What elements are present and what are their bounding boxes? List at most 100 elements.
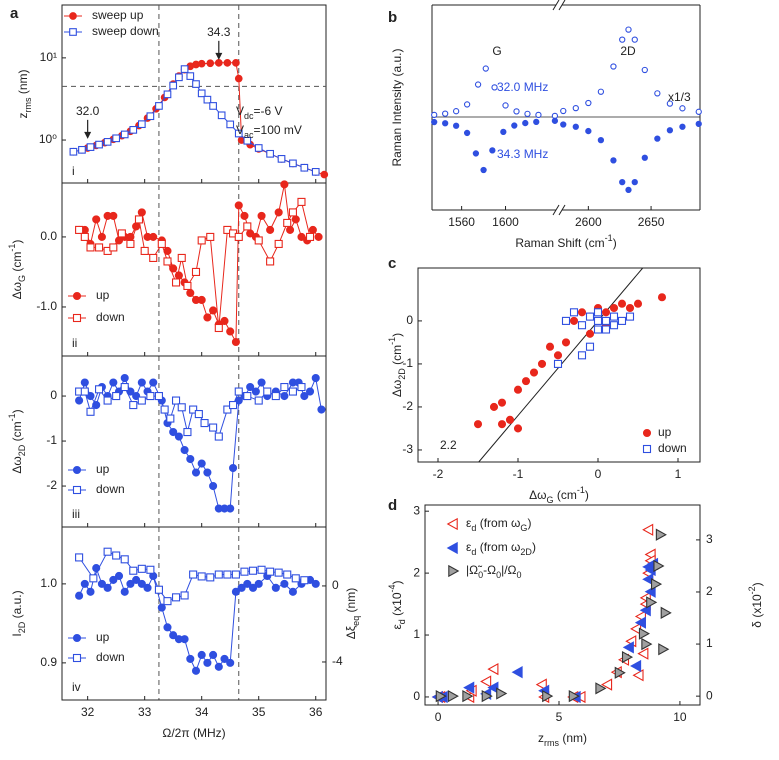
text-part: rms [23,97,33,112]
marker [561,338,571,347]
marker [311,168,320,176]
y2-tick-label: -4 [332,654,343,668]
marker [226,504,235,513]
marker [157,603,166,612]
marker [266,257,275,266]
marker [431,118,438,126]
legend-marker [72,291,82,301]
marker [146,112,155,121]
panel-label: a [10,5,19,22]
x-tick-label: 36 [309,705,323,719]
marker [274,568,283,577]
marker [497,420,507,429]
legend-label: |Ω̃0-Ω0|/Ω0 [466,563,522,580]
text-part: V [236,104,244,118]
y-tick-label: 10⁰ [39,132,57,146]
marker [487,681,499,694]
arrow-head [84,131,92,139]
marker [223,58,232,67]
marker [234,74,243,83]
marker [231,570,240,579]
arrow-label: 32.0 [76,104,100,118]
marker [160,405,169,414]
subpanel-label: ii [72,336,77,350]
marker [234,232,243,241]
marker [103,396,112,405]
marker [521,377,531,386]
legend-label: sweep down [92,24,159,38]
legend-marker [446,517,458,531]
text-part: |/Ω [501,563,516,577]
text-part: ) [532,540,536,554]
marker [154,585,163,594]
marker [191,468,201,477]
text-part: (nm) [559,731,587,745]
marker [146,391,155,401]
panel-label: d [388,497,397,514]
marker [80,378,89,387]
marker [487,662,499,676]
marker [75,225,84,234]
marker [609,303,619,313]
marker [234,129,243,138]
marker [223,405,232,414]
marker [137,579,146,588]
subpanel-label: i [72,164,75,178]
marker [109,575,118,584]
marker [595,682,607,695]
marker [277,155,286,163]
marker [511,122,518,129]
marker [266,149,274,158]
marker [481,690,493,703]
marker [191,666,201,675]
marker [283,570,292,579]
marker [472,150,480,157]
legend-label: down [96,482,125,496]
marker [650,578,663,591]
marker [197,236,206,245]
marker [112,551,121,560]
text-part: ) [390,333,404,337]
marker [639,604,651,617]
marker [109,211,118,220]
text-part: -1 [7,413,17,421]
marker [314,232,323,241]
text-part: -1 [605,233,613,243]
text-part: δ (x10 [750,594,764,628]
x-tick-label: 0 [595,467,602,481]
marker [637,647,649,660]
marker [109,378,118,387]
x-tick-label: -2 [433,467,444,481]
marker [171,593,181,602]
marker [220,654,229,663]
marker [197,459,206,468]
y-tick-label: -2 [402,399,413,413]
marker [609,312,619,321]
text-part: 0 [496,570,501,580]
marker [288,387,297,396]
marker [220,316,229,326]
marker [311,373,320,383]
marker [537,359,547,368]
y-tick-label: 0 [50,388,57,402]
marker [197,89,206,98]
text-part: -Ω [483,563,496,577]
y2-tick-label: 1 [706,636,713,650]
marker [206,573,215,582]
marker [186,654,195,663]
marker [474,81,482,88]
marker [109,243,118,252]
legend-marker [69,28,77,36]
marker [112,134,121,143]
marker [186,288,195,298]
text-part: 0 [478,570,483,580]
marker [654,135,661,142]
text-part: -2 [747,586,757,594]
marker [535,678,547,691]
marker [117,229,126,238]
text-part: Δω [10,282,24,299]
text-part: -1 [387,337,397,345]
marker [234,201,243,210]
marker [177,403,186,412]
arrow-head [215,52,223,60]
